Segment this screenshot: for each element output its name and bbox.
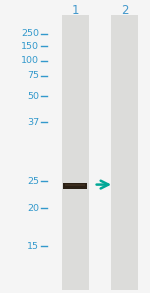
Text: 2: 2 xyxy=(121,4,128,17)
Text: 1: 1 xyxy=(71,4,79,17)
Bar xyxy=(65,184,86,186)
Text: 250: 250 xyxy=(21,29,39,38)
Text: 150: 150 xyxy=(21,42,39,51)
Bar xyxy=(63,183,87,189)
Text: 15: 15 xyxy=(27,242,39,251)
Text: 37: 37 xyxy=(27,118,39,127)
Text: 75: 75 xyxy=(27,71,39,80)
Text: 50: 50 xyxy=(27,92,39,100)
Text: 25: 25 xyxy=(27,177,39,185)
Bar xyxy=(61,15,88,290)
Text: 20: 20 xyxy=(27,204,39,212)
Text: 100: 100 xyxy=(21,57,39,65)
Bar xyxy=(111,15,138,290)
